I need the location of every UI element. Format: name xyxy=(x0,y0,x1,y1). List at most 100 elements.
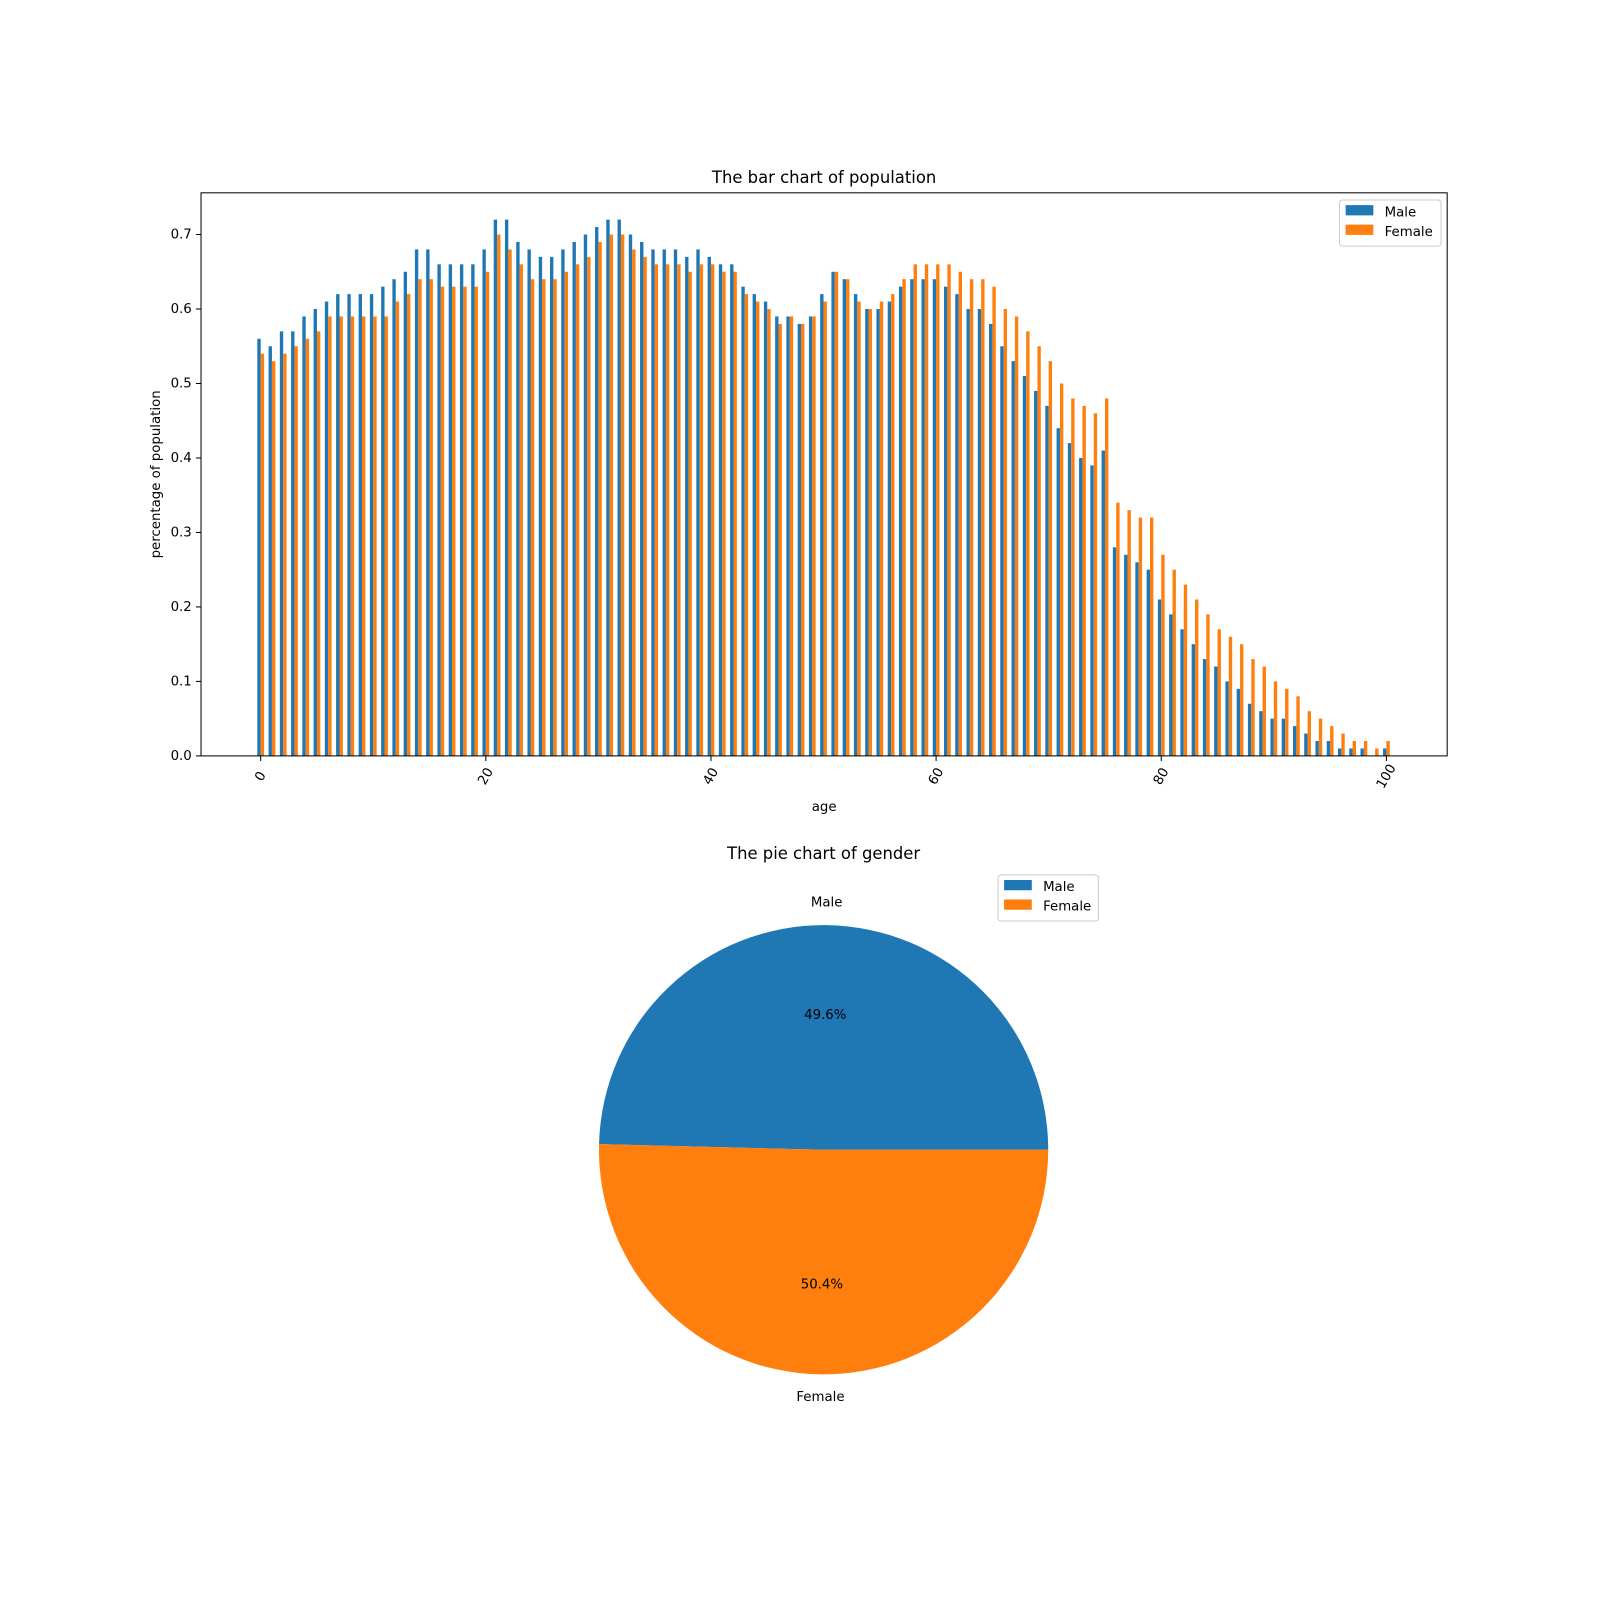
bar xyxy=(1161,554,1165,756)
bar xyxy=(707,256,711,756)
bar xyxy=(392,279,396,756)
bar xyxy=(955,294,959,756)
y-axis-label: percentage of population xyxy=(149,390,164,558)
bar xyxy=(977,309,982,756)
y-tick-label: 0.7 xyxy=(171,228,192,243)
bar xyxy=(339,316,343,756)
bar xyxy=(643,256,647,756)
bar xyxy=(606,219,610,756)
bar xyxy=(673,249,678,756)
bar xyxy=(260,353,265,756)
x-tick-label: 60 xyxy=(926,766,947,788)
bar xyxy=(1082,405,1086,756)
bar xyxy=(1273,681,1278,756)
bar xyxy=(283,353,287,756)
bar xyxy=(1000,346,1004,756)
bar xyxy=(1217,629,1221,756)
bar xyxy=(1071,398,1075,756)
bar xyxy=(549,256,554,756)
bar xyxy=(1022,376,1027,756)
bar xyxy=(403,271,408,756)
bar xyxy=(632,249,636,756)
bar xyxy=(373,316,377,756)
y-tick-label: 0.0 xyxy=(171,749,192,764)
bar xyxy=(688,271,692,756)
bar xyxy=(474,286,478,756)
bar xyxy=(519,264,523,756)
bar xyxy=(887,301,892,756)
legend-swatch xyxy=(1004,899,1032,910)
bar xyxy=(958,271,963,756)
bar xyxy=(1304,733,1308,756)
bar xyxy=(1386,741,1390,756)
bar xyxy=(1195,599,1199,756)
bar xyxy=(384,316,388,756)
bar xyxy=(898,286,903,756)
legend-swatch xyxy=(1004,880,1032,891)
bar xyxy=(1285,688,1289,756)
bar xyxy=(778,323,782,756)
bar xyxy=(1093,413,1098,756)
bar xyxy=(336,294,340,756)
bar xyxy=(1011,361,1015,756)
bar xyxy=(448,264,453,756)
bar xyxy=(1360,748,1364,756)
legend-label: Male xyxy=(1043,880,1075,895)
bar xyxy=(1292,726,1297,756)
x-axis-label: age xyxy=(812,800,837,815)
bar xyxy=(981,279,985,756)
value-label: 50.4% xyxy=(801,1278,843,1293)
bar xyxy=(1183,584,1188,756)
bar xyxy=(820,294,824,756)
bar xyxy=(429,279,433,756)
bar xyxy=(1262,666,1266,756)
bar xyxy=(1157,599,1162,756)
bar xyxy=(1034,390,1038,756)
bar xyxy=(587,256,591,756)
bar xyxy=(617,219,621,756)
bar xyxy=(989,323,993,756)
bar xyxy=(902,279,906,756)
bar xyxy=(969,279,974,756)
bar xyxy=(302,316,306,756)
bar xyxy=(1363,741,1368,756)
bar xyxy=(789,316,794,756)
bar xyxy=(294,346,298,756)
bar xyxy=(966,309,970,756)
bar xyxy=(775,316,779,756)
bar xyxy=(452,286,456,756)
bar xyxy=(1067,443,1072,756)
bar xyxy=(1146,569,1150,756)
bar xyxy=(561,249,565,756)
bar xyxy=(553,279,557,756)
bar xyxy=(733,271,737,756)
bar xyxy=(1330,726,1334,756)
bar xyxy=(1026,331,1030,756)
bar xyxy=(1014,316,1019,756)
bar xyxy=(1045,405,1049,756)
bar xyxy=(868,309,872,756)
bar xyxy=(1296,696,1300,756)
bar xyxy=(1191,644,1196,756)
bar xyxy=(1236,688,1241,756)
bar xyxy=(797,323,802,756)
bar xyxy=(482,249,486,756)
y-tick-label: 0.6 xyxy=(171,302,192,317)
bar xyxy=(575,264,580,756)
bar xyxy=(1079,457,1083,756)
bar xyxy=(665,264,670,756)
pie-slice xyxy=(599,925,1049,1150)
y-tick-label: 0.4 xyxy=(171,451,192,466)
bar xyxy=(257,338,261,756)
bar xyxy=(583,234,588,756)
bar xyxy=(1202,659,1207,756)
legend-swatch xyxy=(1345,224,1374,235)
y-tick-label: 0.2 xyxy=(171,600,192,615)
bar xyxy=(1247,703,1252,756)
bar xyxy=(696,249,700,756)
bar xyxy=(347,294,351,756)
bar xyxy=(459,264,464,756)
bar xyxy=(654,264,659,756)
bar xyxy=(313,309,317,756)
